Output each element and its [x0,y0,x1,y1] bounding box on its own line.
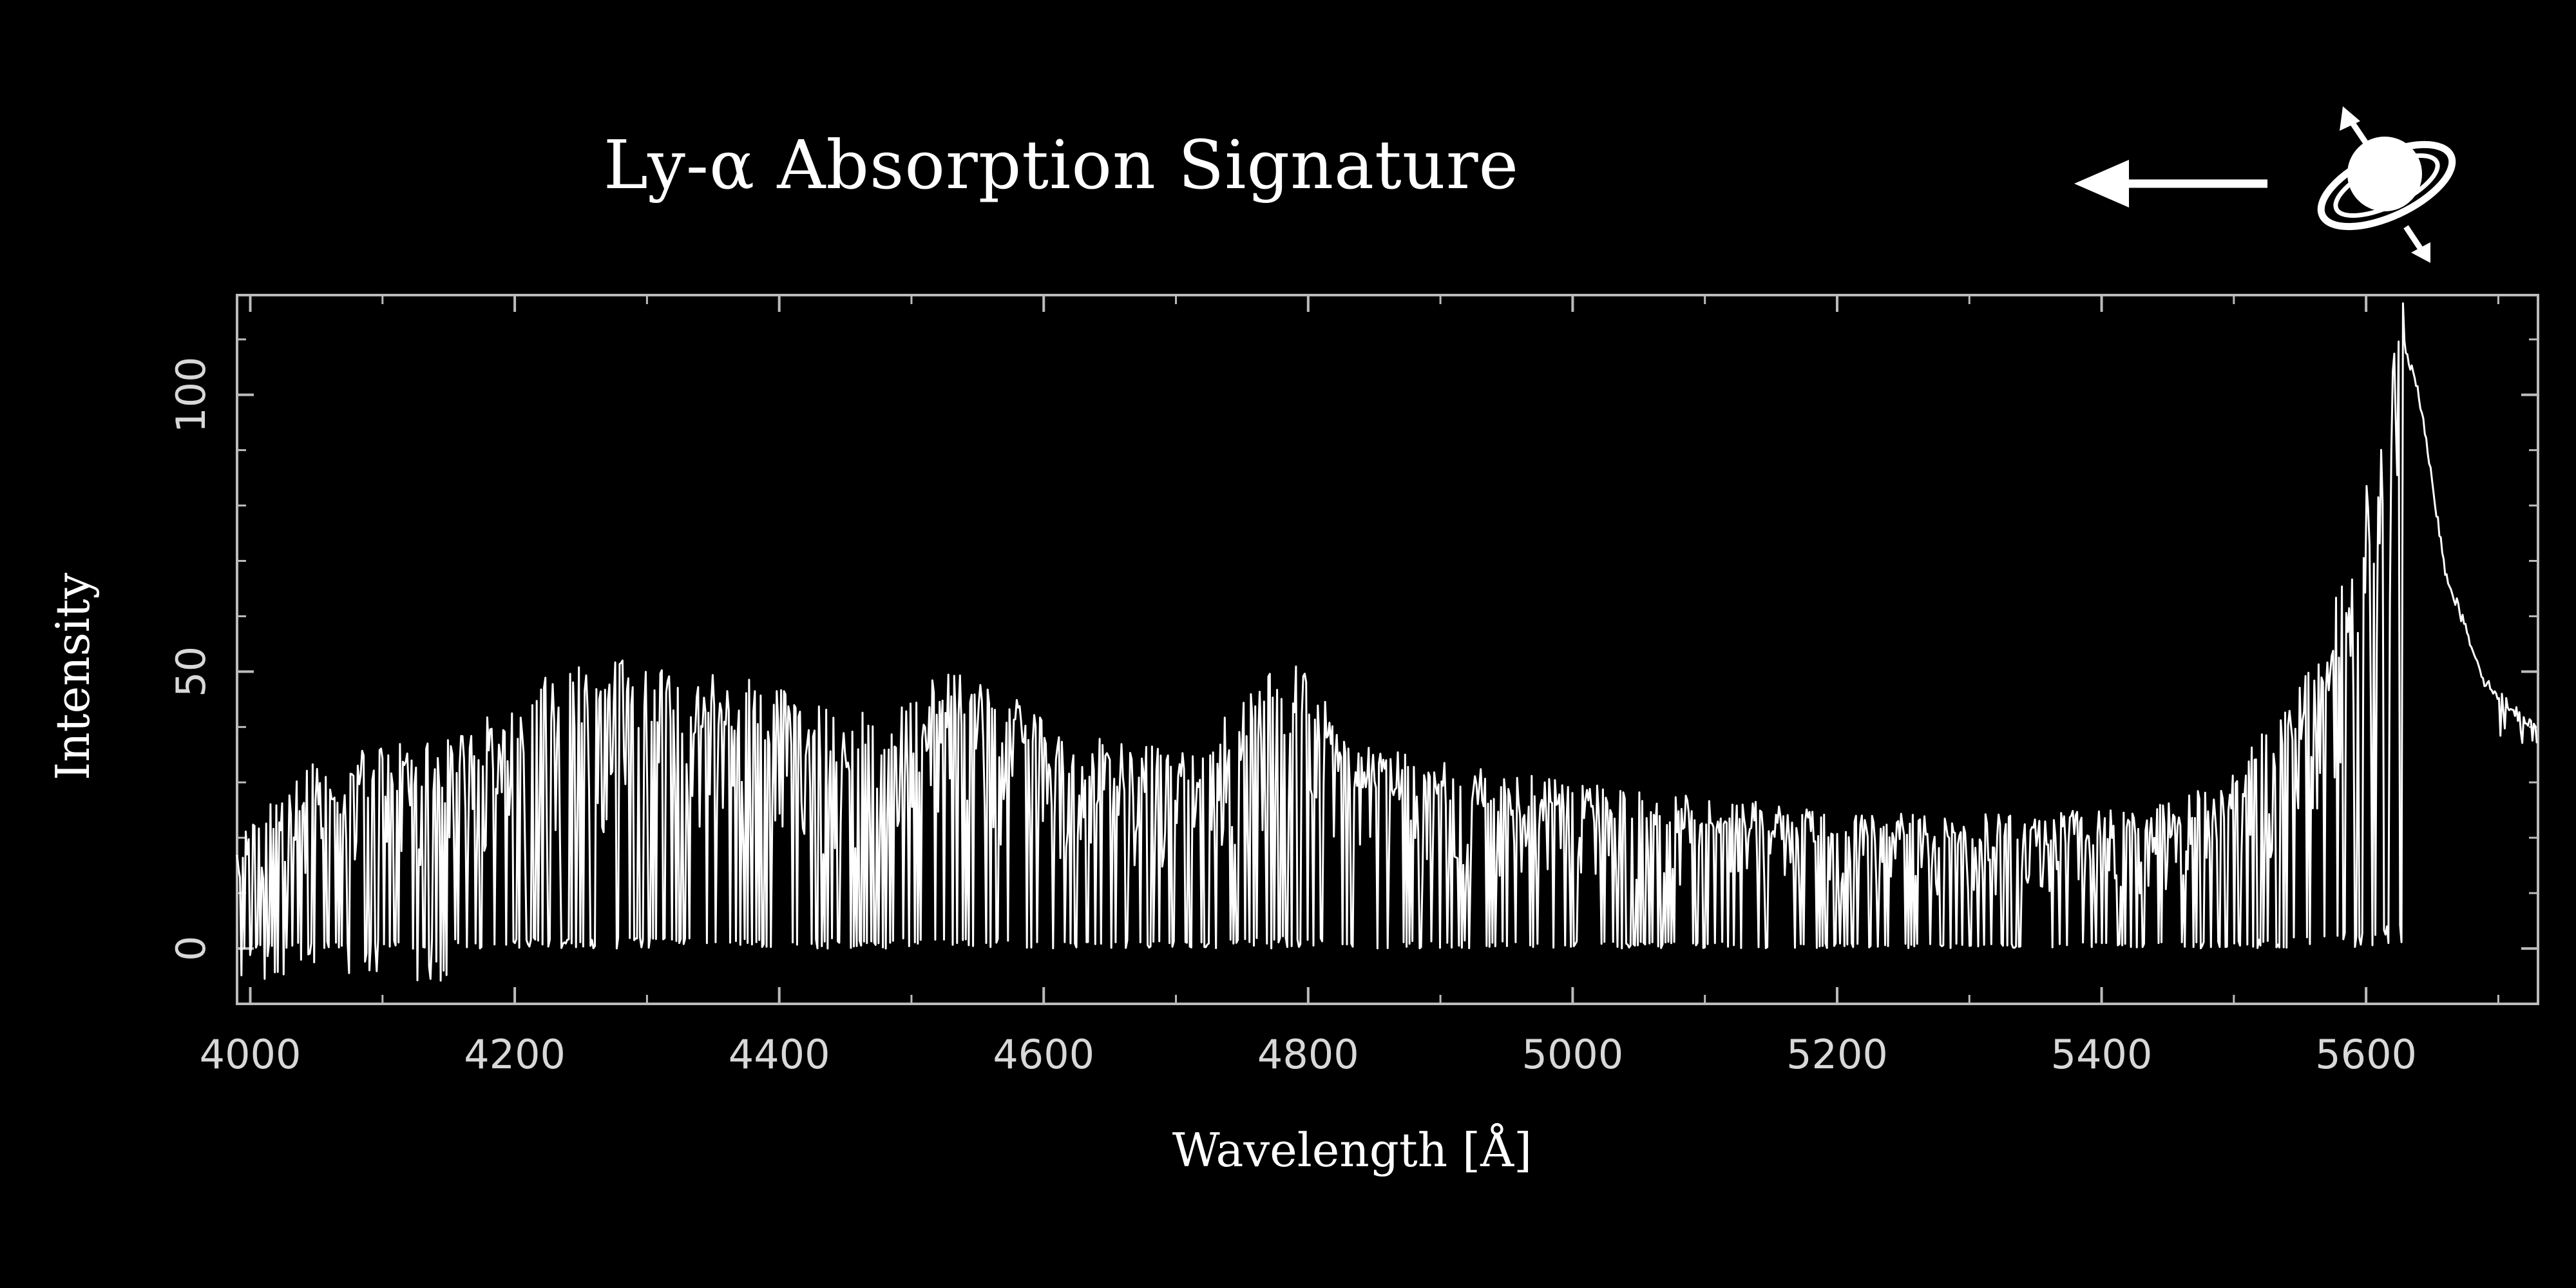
x-tick-label: 4600 [993,1031,1094,1078]
spectrum-line [236,302,2538,982]
x-tick-label: 5600 [2315,1031,2417,1078]
ringed-planet-icon [2317,106,2456,263]
x-tick-label: 5400 [2051,1031,2153,1078]
y-tick-label: 100 [167,357,215,433]
header-icons [2074,106,2456,263]
x-tick-label: 4400 [729,1031,830,1078]
x-axis-tick-labels: 4000 4200 4400 4600 4800 5000 5200 5400 5600 [200,1031,2417,1078]
x-tick-label: 4000 [200,1031,301,1078]
x-axis-label: Wavelength [Å] [1172,1122,1532,1177]
x-tick-label: 5000 [1522,1031,1624,1078]
y-tick-label: 50 [167,646,215,697]
arrow-left-icon [2074,160,2267,207]
y-axis-label: Intensity [46,573,100,781]
y-axis-tick-labels: 0 50 100 [167,357,215,961]
chart-title: Ly-α Absorption Signature [603,126,1520,204]
x-tick-label: 4800 [1257,1031,1359,1078]
x-axis-ticks [249,295,2499,1004]
plot-frame [236,294,2539,1005]
x-tick-label: 4200 [464,1031,566,1078]
x-tick-label: 5200 [1786,1031,1888,1078]
y-axis-ticks [237,338,2538,1005]
y-tick-label: 0 [167,936,215,961]
spectrum-series [236,302,2538,982]
